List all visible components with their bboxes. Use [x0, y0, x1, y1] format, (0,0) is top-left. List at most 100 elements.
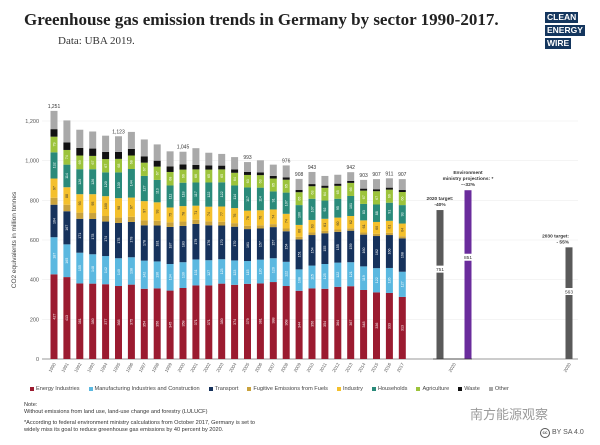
segment-label: 375 — [130, 319, 134, 325]
bar-segment — [334, 198, 342, 218]
segment-label: 66 — [388, 194, 392, 198]
bar-segment — [347, 195, 355, 217]
bar-segment — [153, 160, 161, 167]
total-label: 903 — [359, 173, 368, 179]
bar-segment — [373, 292, 380, 359]
bar-segment — [127, 284, 135, 359]
bar-segment — [398, 236, 406, 239]
bar-segment — [140, 288, 148, 359]
segment-label: 74 — [207, 212, 211, 216]
bar-segment — [295, 178, 303, 190]
bar-segment — [76, 169, 84, 195]
bar-segment — [76, 129, 84, 148]
target-bar — [436, 210, 444, 359]
bar-segment — [231, 226, 239, 261]
legend-swatch — [247, 386, 252, 391]
bar-segment — [373, 179, 380, 190]
bar-segment — [192, 182, 200, 206]
segment-label: 159 — [349, 243, 353, 249]
target-label-bg — [434, 265, 446, 273]
bar-segment — [321, 218, 329, 231]
x-tick-label: 1995 — [112, 362, 122, 374]
bar-segment — [295, 239, 303, 270]
bar-segment — [231, 208, 239, 224]
bar-segment — [76, 155, 84, 170]
target-annotation: ~-32% — [461, 182, 476, 188]
x-tick-label: 2011 — [319, 362, 328, 373]
bar-segment — [115, 172, 122, 199]
x-tick-label: 1992 — [73, 362, 83, 374]
segment-label: 61 — [362, 224, 366, 228]
segment-label: 77 — [220, 212, 224, 216]
bar-segment — [308, 171, 316, 185]
bar-segment — [115, 198, 122, 218]
bar-segment — [127, 257, 135, 285]
y-axis-label: CO2 equivalents in million tonnes — [11, 191, 18, 288]
legend-label: Fugitive Emissions from Fuels — [253, 386, 328, 392]
segment-label: 123 — [233, 270, 237, 276]
legend-label: Households — [377, 386, 408, 392]
bar-segment — [76, 147, 84, 156]
total-label: 908 — [295, 172, 304, 178]
bar-segment — [347, 286, 355, 359]
segment-label: 71 — [194, 211, 198, 215]
bar-segment — [218, 165, 226, 170]
total-label: 1,045 — [177, 145, 190, 151]
bar-segment — [179, 182, 187, 207]
bar-segment — [373, 221, 380, 234]
bar-segment — [102, 216, 110, 222]
bar-segment — [308, 235, 316, 266]
segment-label: 97 — [52, 186, 56, 190]
segment-label: 354 — [323, 321, 327, 327]
segment-label: 66 — [194, 174, 198, 178]
x-tick-label: 2001 — [189, 362, 199, 374]
segment-label: 68 — [130, 160, 134, 164]
bar-segment — [115, 136, 122, 152]
bar-segment — [218, 221, 226, 226]
bar-segment — [63, 204, 71, 212]
target-value-label: 563 — [565, 290, 573, 296]
bar-segment — [231, 185, 239, 209]
segment-label: 100 — [297, 212, 301, 218]
total-label: 907 — [398, 172, 407, 178]
segment-label: 122 — [336, 272, 340, 278]
x-tick-label: 2004 — [228, 362, 238, 374]
bar-segment — [360, 188, 368, 191]
bar-segment — [192, 285, 200, 359]
bar-segment — [295, 205, 303, 225]
x-tick-label: 1990 — [48, 362, 58, 374]
segment-label: 132 — [52, 162, 56, 168]
bar-segment — [321, 288, 329, 359]
bar-segment — [140, 156, 148, 163]
bar-segment — [127, 221, 135, 258]
bar-segment — [398, 296, 406, 359]
bar-segment — [127, 197, 135, 217]
bar-segment — [50, 237, 58, 275]
bar-segment — [205, 285, 213, 359]
bar-segment — [295, 269, 303, 291]
segment-label: 101 — [349, 203, 353, 209]
bar-segment — [140, 175, 148, 202]
segment-label: 356 — [156, 321, 160, 327]
segment-label: 121 — [349, 271, 353, 277]
bar-segment — [231, 157, 239, 170]
x-tick-label: 1993 — [86, 362, 96, 374]
chart-title: Greenhouse gas emission trends in German… — [24, 10, 499, 29]
bar-segment — [218, 283, 226, 359]
bar-segment — [102, 256, 110, 285]
legend-label: Energy Industries — [36, 386, 80, 392]
bar-segment — [153, 166, 161, 180]
bar-segment — [295, 192, 303, 206]
x-tick-label: 1998 — [151, 362, 161, 374]
bar-segment — [89, 155, 97, 170]
bar-segment — [360, 220, 368, 233]
x-tick-label: 2003 — [215, 362, 225, 374]
segment-label: 388 — [272, 318, 276, 324]
segment-label: 344 — [297, 322, 301, 328]
segment-label: 122 — [375, 277, 379, 283]
bar-segment — [205, 221, 213, 226]
bar-segment — [269, 178, 277, 192]
segment-label: 66 — [181, 174, 185, 178]
bar-segment — [244, 187, 251, 211]
segment-label: 74 — [272, 215, 276, 219]
